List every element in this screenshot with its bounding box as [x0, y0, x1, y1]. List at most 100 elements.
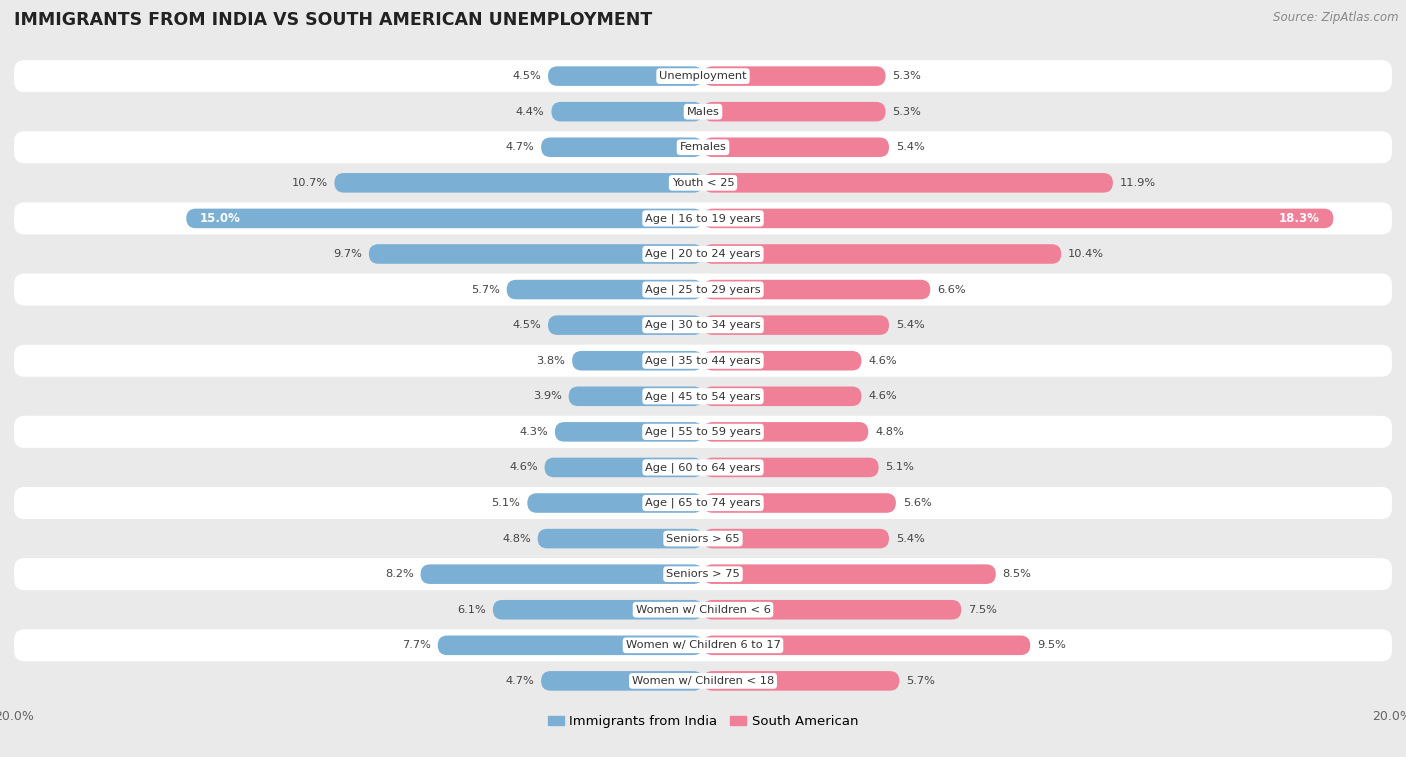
FancyBboxPatch shape	[703, 209, 1333, 228]
FancyBboxPatch shape	[437, 636, 703, 655]
FancyBboxPatch shape	[14, 60, 1392, 92]
Text: 4.6%: 4.6%	[509, 463, 537, 472]
FancyBboxPatch shape	[14, 273, 1392, 306]
FancyBboxPatch shape	[703, 494, 896, 512]
FancyBboxPatch shape	[14, 309, 1392, 341]
Text: Unemployment: Unemployment	[659, 71, 747, 81]
FancyBboxPatch shape	[14, 629, 1392, 662]
FancyBboxPatch shape	[527, 494, 703, 512]
FancyBboxPatch shape	[14, 487, 1392, 519]
Text: Women w/ Children < 6: Women w/ Children < 6	[636, 605, 770, 615]
Text: Seniors > 65: Seniors > 65	[666, 534, 740, 544]
FancyBboxPatch shape	[14, 416, 1392, 448]
FancyBboxPatch shape	[537, 529, 703, 548]
Text: 3.9%: 3.9%	[533, 391, 562, 401]
FancyBboxPatch shape	[703, 636, 1031, 655]
FancyBboxPatch shape	[548, 67, 703, 86]
FancyBboxPatch shape	[14, 593, 1392, 626]
Text: 4.6%: 4.6%	[869, 356, 897, 366]
FancyBboxPatch shape	[703, 138, 889, 157]
Text: 4.5%: 4.5%	[512, 71, 541, 81]
Text: Age | 20 to 24 years: Age | 20 to 24 years	[645, 249, 761, 259]
Text: Seniors > 75: Seniors > 75	[666, 569, 740, 579]
FancyBboxPatch shape	[703, 316, 889, 335]
FancyBboxPatch shape	[14, 167, 1392, 199]
Text: Age | 60 to 64 years: Age | 60 to 64 years	[645, 463, 761, 472]
FancyBboxPatch shape	[14, 344, 1392, 377]
Text: 5.4%: 5.4%	[896, 142, 925, 152]
Text: 5.7%: 5.7%	[471, 285, 499, 294]
Text: 7.7%: 7.7%	[402, 640, 430, 650]
Text: 4.6%: 4.6%	[869, 391, 897, 401]
FancyBboxPatch shape	[14, 95, 1392, 128]
FancyBboxPatch shape	[568, 387, 703, 406]
Text: 5.3%: 5.3%	[893, 107, 921, 117]
Text: 15.0%: 15.0%	[200, 212, 240, 225]
Text: 11.9%: 11.9%	[1119, 178, 1156, 188]
Text: IMMIGRANTS FROM INDIA VS SOUTH AMERICAN UNEMPLOYMENT: IMMIGRANTS FROM INDIA VS SOUTH AMERICAN …	[14, 11, 652, 30]
FancyBboxPatch shape	[703, 245, 1062, 263]
Text: 9.7%: 9.7%	[333, 249, 361, 259]
FancyBboxPatch shape	[335, 173, 703, 192]
FancyBboxPatch shape	[703, 351, 862, 370]
FancyBboxPatch shape	[703, 280, 931, 299]
FancyBboxPatch shape	[548, 316, 703, 335]
FancyBboxPatch shape	[14, 202, 1392, 235]
Text: 4.3%: 4.3%	[519, 427, 548, 437]
Text: 5.6%: 5.6%	[903, 498, 932, 508]
FancyBboxPatch shape	[14, 380, 1392, 413]
FancyBboxPatch shape	[544, 458, 703, 477]
FancyBboxPatch shape	[703, 422, 869, 441]
Text: Women w/ Children < 18: Women w/ Children < 18	[631, 676, 775, 686]
FancyBboxPatch shape	[703, 671, 900, 690]
FancyBboxPatch shape	[420, 565, 703, 584]
FancyBboxPatch shape	[703, 565, 995, 584]
Text: Males: Males	[686, 107, 720, 117]
FancyBboxPatch shape	[506, 280, 703, 299]
Text: 8.2%: 8.2%	[385, 569, 413, 579]
Text: 3.8%: 3.8%	[536, 356, 565, 366]
Text: Females: Females	[679, 142, 727, 152]
Text: 18.3%: 18.3%	[1278, 212, 1320, 225]
FancyBboxPatch shape	[572, 351, 703, 370]
FancyBboxPatch shape	[14, 238, 1392, 270]
Text: 10.4%: 10.4%	[1069, 249, 1104, 259]
Text: Age | 16 to 19 years: Age | 16 to 19 years	[645, 213, 761, 223]
FancyBboxPatch shape	[703, 387, 862, 406]
Text: 4.5%: 4.5%	[512, 320, 541, 330]
FancyBboxPatch shape	[494, 600, 703, 619]
Text: 9.5%: 9.5%	[1038, 640, 1066, 650]
Legend: Immigrants from India, South American: Immigrants from India, South American	[543, 709, 863, 734]
FancyBboxPatch shape	[703, 600, 962, 619]
Text: Women w/ Children 6 to 17: Women w/ Children 6 to 17	[626, 640, 780, 650]
Text: 6.6%: 6.6%	[938, 285, 966, 294]
Text: 5.3%: 5.3%	[893, 71, 921, 81]
Text: Age | 25 to 29 years: Age | 25 to 29 years	[645, 285, 761, 294]
FancyBboxPatch shape	[703, 529, 889, 548]
FancyBboxPatch shape	[186, 209, 703, 228]
FancyBboxPatch shape	[703, 67, 886, 86]
Text: 4.4%: 4.4%	[516, 107, 544, 117]
Text: 4.7%: 4.7%	[506, 142, 534, 152]
Text: 5.4%: 5.4%	[896, 534, 925, 544]
Text: 7.5%: 7.5%	[969, 605, 997, 615]
Text: Youth < 25: Youth < 25	[672, 178, 734, 188]
Text: 4.8%: 4.8%	[875, 427, 904, 437]
Text: 10.7%: 10.7%	[291, 178, 328, 188]
Text: 8.5%: 8.5%	[1002, 569, 1032, 579]
Text: Age | 35 to 44 years: Age | 35 to 44 years	[645, 356, 761, 366]
Text: 5.7%: 5.7%	[907, 676, 935, 686]
Text: Age | 65 to 74 years: Age | 65 to 74 years	[645, 498, 761, 508]
FancyBboxPatch shape	[703, 458, 879, 477]
FancyBboxPatch shape	[368, 245, 703, 263]
Text: Age | 45 to 54 years: Age | 45 to 54 years	[645, 391, 761, 401]
Text: 5.4%: 5.4%	[896, 320, 925, 330]
FancyBboxPatch shape	[541, 138, 703, 157]
FancyBboxPatch shape	[14, 451, 1392, 484]
Text: 5.1%: 5.1%	[886, 463, 914, 472]
Text: Age | 55 to 59 years: Age | 55 to 59 years	[645, 427, 761, 437]
FancyBboxPatch shape	[555, 422, 703, 441]
FancyBboxPatch shape	[14, 131, 1392, 164]
FancyBboxPatch shape	[14, 522, 1392, 555]
Text: Age | 30 to 34 years: Age | 30 to 34 years	[645, 320, 761, 330]
